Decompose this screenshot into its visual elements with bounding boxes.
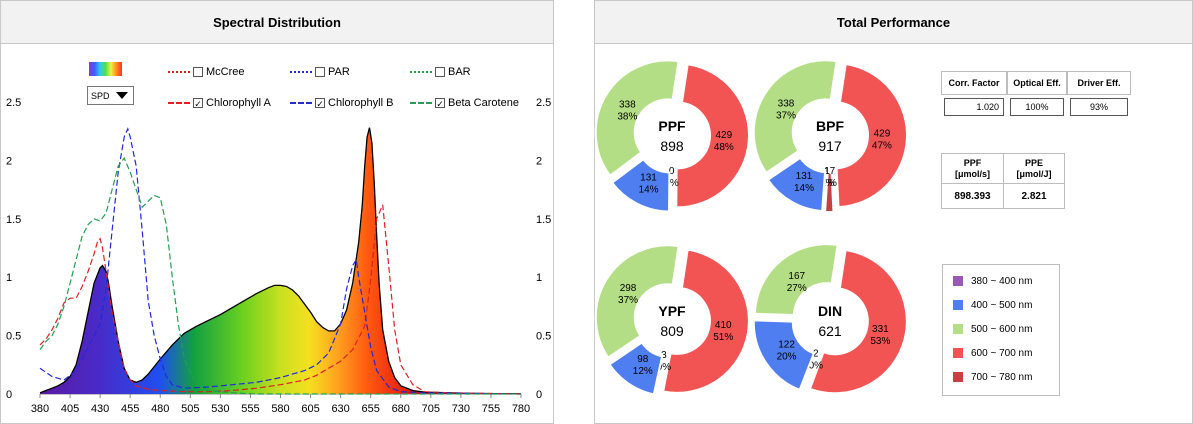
legend-entry: 600 ~ 700 nm: [953, 347, 1032, 359]
x-tick-label: 780: [512, 403, 530, 415]
toggle-line-sample: [290, 71, 312, 73]
x-tick-label: 655: [362, 403, 380, 415]
spectrum-icon[interactable]: [89, 62, 122, 76]
legend-swatch: [953, 276, 963, 286]
checkbox-empty-icon[interactable]: [315, 67, 325, 77]
y-tick-label-right: 0: [536, 389, 542, 401]
legend-swatch: [953, 348, 963, 358]
driver-eff-value: 93%: [1070, 98, 1128, 116]
legend-entry: 380 ~ 400 nm: [953, 275, 1032, 287]
checkbox-checked-icon[interactable]: ✓: [315, 98, 325, 109]
spd-dropdown[interactable]: SPD: [87, 86, 134, 105]
corr-factor-value: 1.020: [944, 98, 1004, 116]
ppe-value: 2.821: [1021, 190, 1047, 202]
ppf-header: PPF [μmol/s]: [942, 154, 1004, 184]
toggle-label: Chlorophyll A: [206, 97, 271, 109]
toggle-label: BAR: [448, 66, 471, 78]
toggle-line-sample: [168, 102, 190, 104]
legend-label: 380 ~ 400 nm: [971, 275, 1033, 287]
y-tick-label-right: 1: [536, 272, 542, 284]
toggle-chlorophyll-b[interactable]: ✓ Chlorophyll B: [290, 97, 393, 109]
x-tick-label: 555: [241, 403, 259, 415]
y-tick-label-left: 2: [6, 155, 12, 167]
toggle-label: PAR: [328, 66, 350, 78]
spd-outline: [39, 127, 522, 395]
ppf-table: PPF [μmol/s] PPE [μmol/J] 898.393 2.821: [941, 153, 1065, 209]
checkbox-checked-icon[interactable]: ✓: [193, 98, 203, 109]
legend-entry: 500 ~ 600 nm: [953, 323, 1032, 335]
toggle-label: Chlorophyll B: [328, 97, 394, 109]
x-tick-label: 705: [422, 403, 440, 415]
toggle-chlorophyll-a[interactable]: ✓ Chlorophyll A: [168, 97, 271, 109]
x-tick-label: 630: [331, 403, 349, 415]
x-tick-label: 405: [61, 403, 79, 415]
factors-table: Corr. Factor Optical Eff. Driver Eff. 1.…: [941, 71, 1131, 119]
performance-panel-title: Total Performance: [595, 1, 1192, 44]
toggle-label: McCree: [206, 66, 245, 78]
y-tick-label-left: 0.5: [6, 331, 21, 343]
total-performance-panel: Total Performance: [594, 0, 1193, 424]
y-tick-label-right: 1.5: [536, 214, 551, 226]
spd-chart: 380 405 430 455 480 505 530 555 580 605 630 655 680 7…: [6, 97, 551, 415]
factors-header-driver: Driver Eff.: [1067, 71, 1131, 95]
x-tick-label: 380: [31, 403, 49, 415]
toggle-bar[interactable]: BAR: [410, 66, 471, 78]
toggle-line-sample: [410, 71, 432, 73]
checkbox-checked-icon[interactable]: ✓: [435, 98, 445, 109]
x-tick-label: 505: [181, 403, 199, 415]
spd-area: [40, 127, 521, 394]
legend-swatch: [953, 324, 963, 334]
y-tick-label-right: 0.5: [536, 331, 551, 343]
range-legend: 380 ~ 400 nm 400 ~ 500 nm 500 ~ 600 nm 600 …: [942, 264, 1060, 396]
legend-label: 700 ~ 780 nm: [971, 371, 1033, 383]
legend-label: 500 ~ 600 nm: [971, 323, 1033, 335]
legend-label: 400 ~ 500 nm: [971, 299, 1033, 311]
factors-cell-optical[interactable]: 100%: [1007, 95, 1067, 119]
x-tick-label: 530: [211, 403, 229, 415]
ppe-header: PPE [μmol/J]: [1004, 154, 1064, 184]
series-line-beta-carotene: [39, 156, 521, 395]
factors-header-optical: Optical Eff.: [1007, 71, 1067, 95]
y-tick-label-left: 0: [6, 389, 12, 401]
x-tick-label: 755: [482, 403, 500, 415]
legend-swatch: [953, 372, 963, 382]
legend-label: 600 ~ 700 nm: [971, 347, 1033, 359]
legend-entry: 400 ~ 500 nm: [953, 299, 1032, 311]
spd-dropdown-value: SPD: [91, 90, 110, 101]
x-tick-label: 455: [121, 403, 139, 415]
ppf-value: 898.393: [942, 184, 1004, 208]
x-tick-label: 480: [151, 403, 169, 415]
x-tick-label: 730: [452, 403, 470, 415]
toggle-label: Beta Carotene: [448, 97, 519, 109]
toggle-beta-carotene[interactable]: ✓ Beta Carotene: [410, 97, 519, 109]
factors-cell-corr[interactable]: 1.020: [941, 95, 1007, 119]
x-tick-label: 605: [301, 403, 319, 415]
toggle-line-sample: [290, 102, 312, 104]
x-tick-label: 430: [91, 403, 109, 415]
toggle-par[interactable]: PAR: [290, 66, 350, 78]
toggle-line-sample: [410, 102, 432, 104]
toggle-line-sample: [168, 71, 190, 73]
factors-header-corr: Corr. Factor: [941, 71, 1007, 95]
optical-eff-value: 100%: [1010, 98, 1064, 116]
legend-entry: 700 ~ 780 nm: [953, 371, 1032, 383]
y-tick-label-left: 1.5: [6, 214, 21, 226]
series-line-chlorophyll-b: [39, 127, 522, 395]
y-tick-label-right: 2.5: [536, 97, 551, 109]
spectral-panel-title: Spectral Distribution: [1, 1, 553, 44]
series-line-chlorophyll-a: [39, 204, 522, 395]
x-tick-label: 680: [392, 403, 410, 415]
y-tick-label-left: 2.5: [6, 97, 21, 109]
y-tick-label-right: 2: [536, 155, 542, 167]
checkbox-empty-icon[interactable]: [435, 67, 445, 77]
legend-swatch: [953, 300, 963, 310]
x-tick-label: 580: [271, 403, 289, 415]
y-tick-label-left: 1: [6, 272, 12, 284]
checkbox-empty-icon[interactable]: [193, 67, 203, 77]
chevron-down-icon: [116, 92, 128, 99]
factors-cell-driver[interactable]: 93%: [1067, 95, 1131, 119]
toggle-mccree[interactable]: McCree: [168, 66, 245, 78]
